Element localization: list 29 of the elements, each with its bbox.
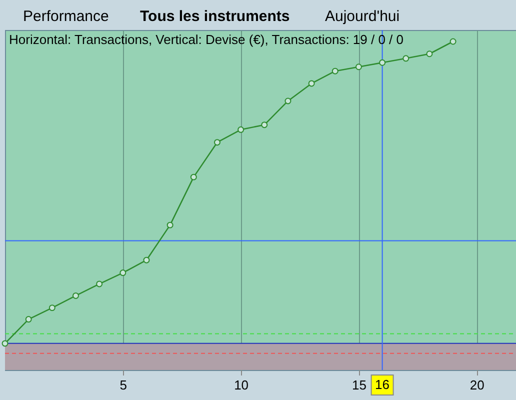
x-tick-label: 10 xyxy=(234,378,249,392)
point xyxy=(332,68,338,74)
point xyxy=(450,38,456,45)
point xyxy=(402,55,410,62)
x-tick-label: 15 xyxy=(352,378,366,392)
point xyxy=(238,126,244,133)
text: Performance xyxy=(23,8,109,25)
point xyxy=(426,50,433,58)
x-tick-label: 20 xyxy=(470,378,484,392)
point xyxy=(166,222,174,228)
point xyxy=(120,270,126,276)
point xyxy=(214,139,220,146)
point xyxy=(96,280,103,288)
point xyxy=(25,316,32,323)
text: Tous les instruments xyxy=(140,8,290,25)
chart-title: Horizontal: Transactions, Vertical: Devise (€), Transactions: 19 / 0 / 0 xyxy=(9,32,404,47)
point xyxy=(190,174,197,180)
x-tick-label: 5 xyxy=(120,378,128,392)
point xyxy=(308,80,315,87)
point xyxy=(48,304,56,312)
point xyxy=(284,98,292,104)
text: Aujourd'hui xyxy=(325,8,400,25)
point xyxy=(143,256,150,264)
ref-line-label: 16 xyxy=(375,377,390,392)
point xyxy=(2,340,8,347)
point xyxy=(261,122,268,128)
point xyxy=(355,64,362,70)
point xyxy=(72,292,79,299)
point xyxy=(379,59,386,66)
